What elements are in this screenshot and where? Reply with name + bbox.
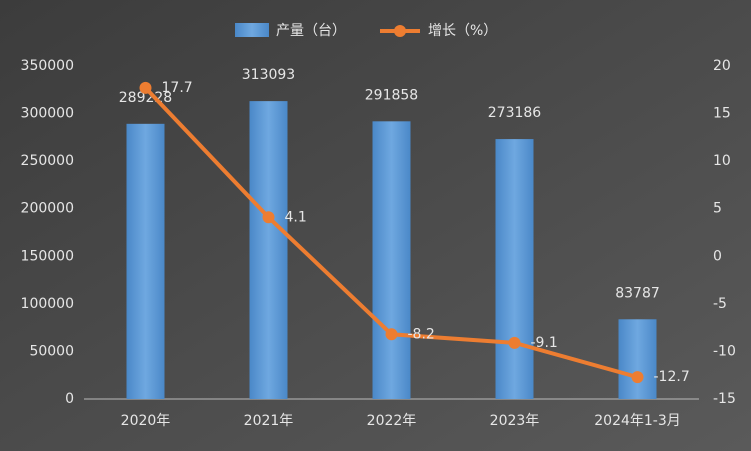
legend-label: 增长（%） <box>428 23 497 39</box>
line-value-label: -8.2 <box>408 326 435 342</box>
bar <box>372 121 411 399</box>
y-tick-label: 250000 <box>21 153 74 169</box>
line-value-label: 17.7 <box>162 80 193 96</box>
bar-value-label: 313093 <box>242 67 295 83</box>
y2-tick-label: -15 <box>713 391 736 407</box>
x-tick-label: 2023年 <box>490 413 540 429</box>
y2-tick-label: 15 <box>713 106 731 122</box>
line-point <box>262 211 275 224</box>
legend-swatch <box>394 25 406 37</box>
bar-value-label: 273186 <box>488 105 542 121</box>
y-tick-label: 100000 <box>21 296 74 312</box>
y2-tick-label: 0 <box>713 248 722 264</box>
legend-swatch <box>235 23 269 37</box>
x-tick-label: 2024年1-3月 <box>594 413 681 429</box>
bar <box>126 123 165 399</box>
y-tick-label: 150000 <box>21 248 74 264</box>
y-tick-label: 50000 <box>29 343 74 359</box>
bar-value-label: 291858 <box>365 87 418 103</box>
bar <box>618 319 657 399</box>
line-point <box>139 81 152 94</box>
line-point <box>631 371 644 384</box>
line-point <box>508 336 521 349</box>
line-point <box>385 328 398 341</box>
y2-tick-label: -10 <box>713 343 736 359</box>
x-tick-label: 2020年 <box>121 413 171 429</box>
line-value-label: 4.1 <box>285 209 307 225</box>
line-value-label: -12.7 <box>654 369 690 385</box>
y2-tick-label: 20 <box>713 58 731 74</box>
y2-tick-label: 5 <box>713 201 722 217</box>
bar <box>249 101 288 399</box>
y-tick-label: 0 <box>65 391 74 407</box>
bar <box>495 139 534 399</box>
y-tick-label: 200000 <box>21 201 74 217</box>
legend-label: 产量（台） <box>276 23 346 39</box>
y-tick-label: 300000 <box>21 106 74 122</box>
y2-tick-label: 10 <box>713 153 731 169</box>
x-tick-label: 2022年 <box>367 413 417 429</box>
y-tick-label: 350000 <box>21 58 74 74</box>
bar-value-label: 83787 <box>615 285 660 301</box>
y2-tick-label: -5 <box>713 296 727 312</box>
line-value-label: -9.1 <box>531 335 558 351</box>
x-tick-label: 2021年 <box>244 413 294 429</box>
